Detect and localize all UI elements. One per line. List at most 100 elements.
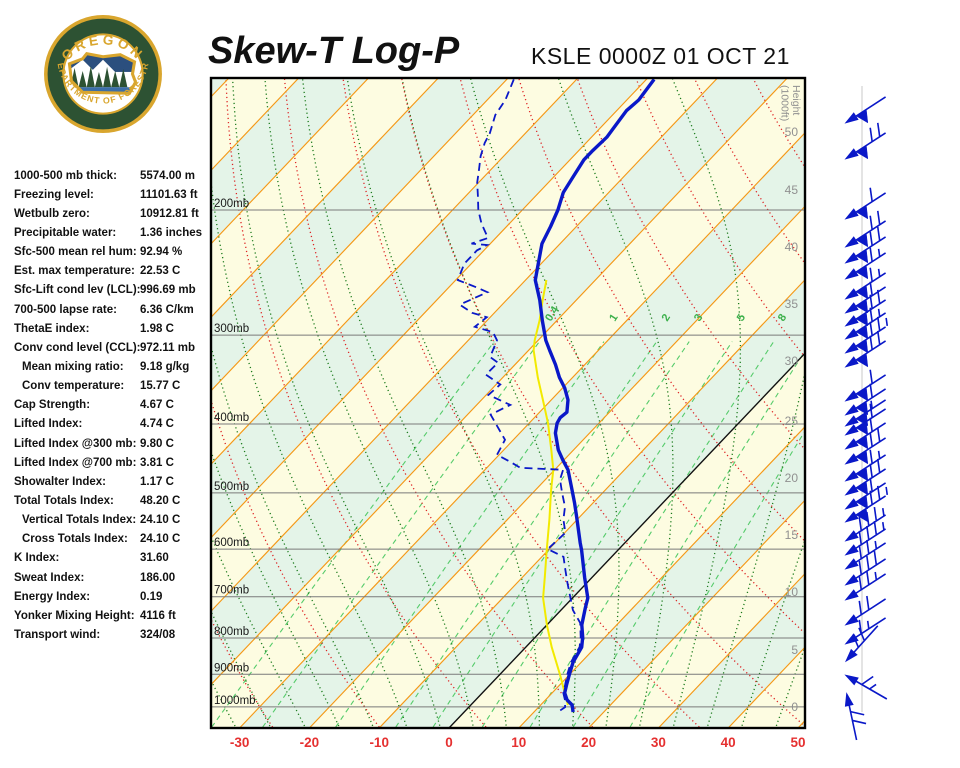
index-value: 5574.00 m (140, 169, 195, 182)
wind-barbs (844, 96, 889, 741)
wind-barb (844, 267, 887, 300)
wind-barb (844, 417, 887, 450)
index-label: Sfc-Lift cond lev (LCL): (14, 284, 141, 297)
svg-text:500mb: 500mb (214, 481, 249, 493)
wind-barb (844, 316, 889, 354)
index-value: 1.17 C (140, 475, 174, 488)
index-label: Energy Index: (14, 590, 91, 603)
index-value: 1.98 C (140, 322, 174, 335)
index-label: K Index: (14, 552, 60, 565)
mixing-ratio-lines (211, 341, 805, 728)
index-value: 972.11 mb (140, 341, 195, 354)
index-row: Vertical Totals Index: 24.10 C (14, 511, 210, 530)
wind-barb (844, 210, 887, 248)
svg-text:10: 10 (785, 585, 799, 599)
temperature-line (533, 78, 656, 713)
index-row: Est. max temperature: 22.53 C (14, 262, 210, 281)
index-row: Freezing level: 11101.63 ft (14, 185, 210, 204)
index-label: Lifted Index: (14, 418, 83, 431)
wind-barb (844, 617, 887, 645)
index-value: 186.00 (140, 571, 176, 584)
plot-area: 0.4 1 2 3 5 805101520253035404550Height(1000f… (211, 78, 805, 728)
zero-isotherm (448, 352, 805, 728)
wind-barb (844, 247, 887, 280)
index-row: Cross Totals Index: 24.10 C (14, 530, 210, 549)
index-label: Sfc-500 mean rel hum: (14, 246, 137, 259)
svg-text:5: 5 (791, 643, 798, 657)
index-row: Lifted Index: 4.74 C (14, 415, 210, 434)
wind-barb (844, 403, 887, 436)
wind-barb (844, 187, 887, 220)
index-label: Freezing level: (14, 188, 94, 201)
dewpoint-line (456, 79, 582, 712)
index-row: 700-500 lapse rate: 6.36 C/km (14, 300, 210, 319)
svg-text:Height(1000ft): Height(1000ft) (779, 85, 803, 121)
index-value: 9.80 C (140, 437, 174, 450)
index-row: Precipitable water: 1.36 inches (14, 223, 210, 242)
index-row: Lifted Index @300 mb: 9.80 C (14, 434, 210, 453)
index-value: 31.60 (140, 552, 169, 565)
wind-barb (844, 449, 887, 482)
index-label: 700-500 lapse rate: (14, 303, 117, 316)
index-row: Yonker Mixing Height: 4116 ft (14, 606, 210, 625)
odf-logo: OREGON DEPARTMENT OF FORESTRY (42, 13, 162, 133)
svg-text:50: 50 (790, 735, 805, 750)
index-label: Lifted Index @700 mb: (14, 456, 137, 469)
svg-text:700mb: 700mb (214, 585, 249, 597)
index-value: 9.18 g/kg (140, 360, 190, 373)
index-label: Total Totals Index: (14, 494, 114, 507)
index-row: Transport wind: 324/08 (14, 625, 210, 644)
index-row: ThetaE index: 1.98 C (14, 319, 210, 338)
isotherms (211, 78, 805, 728)
wind-barb (844, 625, 879, 663)
oregon-state-outline (67, 51, 138, 95)
wind-barb (844, 692, 867, 741)
wind-barb (844, 383, 887, 416)
indices-panel: 1000-500 mb thick: 5574.00 m Freezing leve… (14, 166, 210, 645)
index-row: Showalter Index: 1.17 C (14, 472, 210, 491)
svg-text:25: 25 (785, 414, 799, 428)
wind-barb (844, 485, 889, 523)
index-label: Conv cond level (CCL): (14, 341, 141, 354)
plot-border (209, 76, 807, 730)
index-row: Sfc-Lift cond lev (LCL): 996.69 mb (14, 281, 210, 300)
wind-barb (844, 539, 887, 570)
svg-text:-10: -10 (369, 735, 389, 750)
index-row: Mean mixing ratio: 9.18 g/kg (14, 357, 210, 376)
svg-text:30: 30 (651, 735, 666, 750)
svg-text:40: 40 (721, 735, 736, 750)
index-label: Vertical Totals Index: (22, 514, 137, 527)
wind-barb (844, 427, 887, 465)
isotherm-bands (211, 78, 805, 728)
svg-text:400mb: 400mb (214, 412, 249, 424)
wind-barb (844, 369, 887, 402)
station-datetime: KSLE 0000Z 01 OCT 21 (531, 43, 790, 69)
wind-barb (844, 226, 887, 264)
wind-barb (844, 122, 887, 160)
svg-text:900mb: 900mb (214, 662, 249, 674)
index-value: 10912.81 ft (140, 207, 199, 220)
index-label: Conv temperature: (22, 380, 125, 393)
svg-text:20: 20 (581, 735, 596, 750)
wind-barb (844, 674, 888, 700)
index-label: Transport wind: (14, 628, 101, 641)
index-row: Lifted Index @700 mb: 3.81 C (14, 453, 210, 472)
index-label: Mean mixing ratio: (22, 360, 124, 373)
index-row: Total Totals Index: 48.20 C (14, 491, 210, 510)
index-row: Sfc-500 mean rel hum: 92.94 % (14, 243, 210, 262)
index-value: 92.94 % (140, 246, 183, 259)
index-row: Cap Strength: 4.67 C (14, 396, 210, 415)
index-row: Conv cond level (CCL): 972.11 mb (14, 338, 210, 357)
svg-text:-20: -20 (300, 735, 320, 750)
index-value: 1.36 inches (140, 226, 203, 239)
index-label: Sweat Index: (14, 571, 85, 584)
svg-text:-30: -30 (230, 735, 250, 750)
wind-barb (844, 570, 887, 601)
svg-text:20: 20 (785, 471, 799, 485)
svg-text:1000mb: 1000mb (214, 695, 256, 707)
svg-text:2: 2 (660, 312, 673, 324)
index-label: Yonker Mixing Height: (14, 609, 135, 622)
svg-text:800mb: 800mb (214, 626, 249, 638)
page-title: Skew-T Log-P (208, 30, 460, 72)
svg-text:600mb: 600mb (214, 537, 249, 549)
